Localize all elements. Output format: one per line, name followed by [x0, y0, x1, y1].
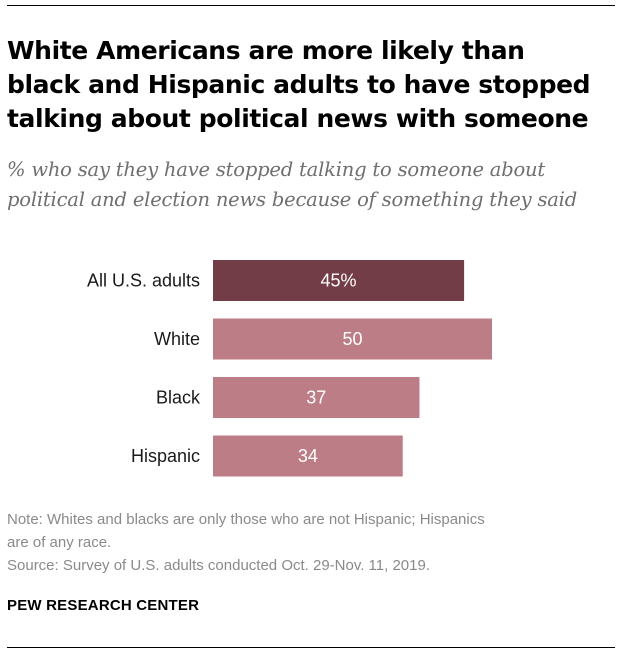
data-label: 37: [306, 388, 326, 408]
chart-subtitle: % who say they have stopped talking to s…: [7, 155, 619, 215]
note-line: Note: Whites and blacks are only those w…: [7, 511, 485, 528]
bottom-rule: [7, 647, 615, 648]
chart-subtitle-line: % who say they have stopped talking to s…: [7, 158, 546, 181]
data-label: 34: [298, 446, 318, 466]
category-label: All U.S. adults: [87, 271, 200, 291]
brand-logo-text: PEW RESEARCH CENTER: [7, 597, 200, 614]
chart-title: White Americans are more likely than bla…: [7, 34, 619, 136]
bar: [213, 377, 420, 418]
bar: [213, 435, 403, 477]
chart-subtitle-line: political and election news because of s…: [7, 188, 578, 211]
bar: [213, 260, 465, 301]
category-label: Black: [156, 388, 201, 408]
data-label: 45%: [321, 271, 357, 291]
note-line: are of any race.: [7, 534, 112, 551]
chart-note: Note: Whites and blacks are only those w…: [7, 508, 619, 577]
bar-chart: All U.S. adults 45% White 50 Black 37 Hispanic…: [87, 260, 492, 477]
bar: [213, 318, 492, 360]
chart-title-line: talking about political news with someon…: [7, 104, 589, 133]
top-rule: [7, 5, 615, 6]
category-label: Hispanic: [131, 446, 200, 466]
category-label: White: [154, 329, 200, 349]
chart-title-line: black and Hispanic adults to have stoppe…: [7, 70, 591, 99]
data-label: 50: [342, 329, 362, 349]
chart-title-line: White Americans are more likely than: [7, 36, 525, 65]
source-line: Source: Survey of U.S. adults conducted …: [7, 557, 431, 574]
